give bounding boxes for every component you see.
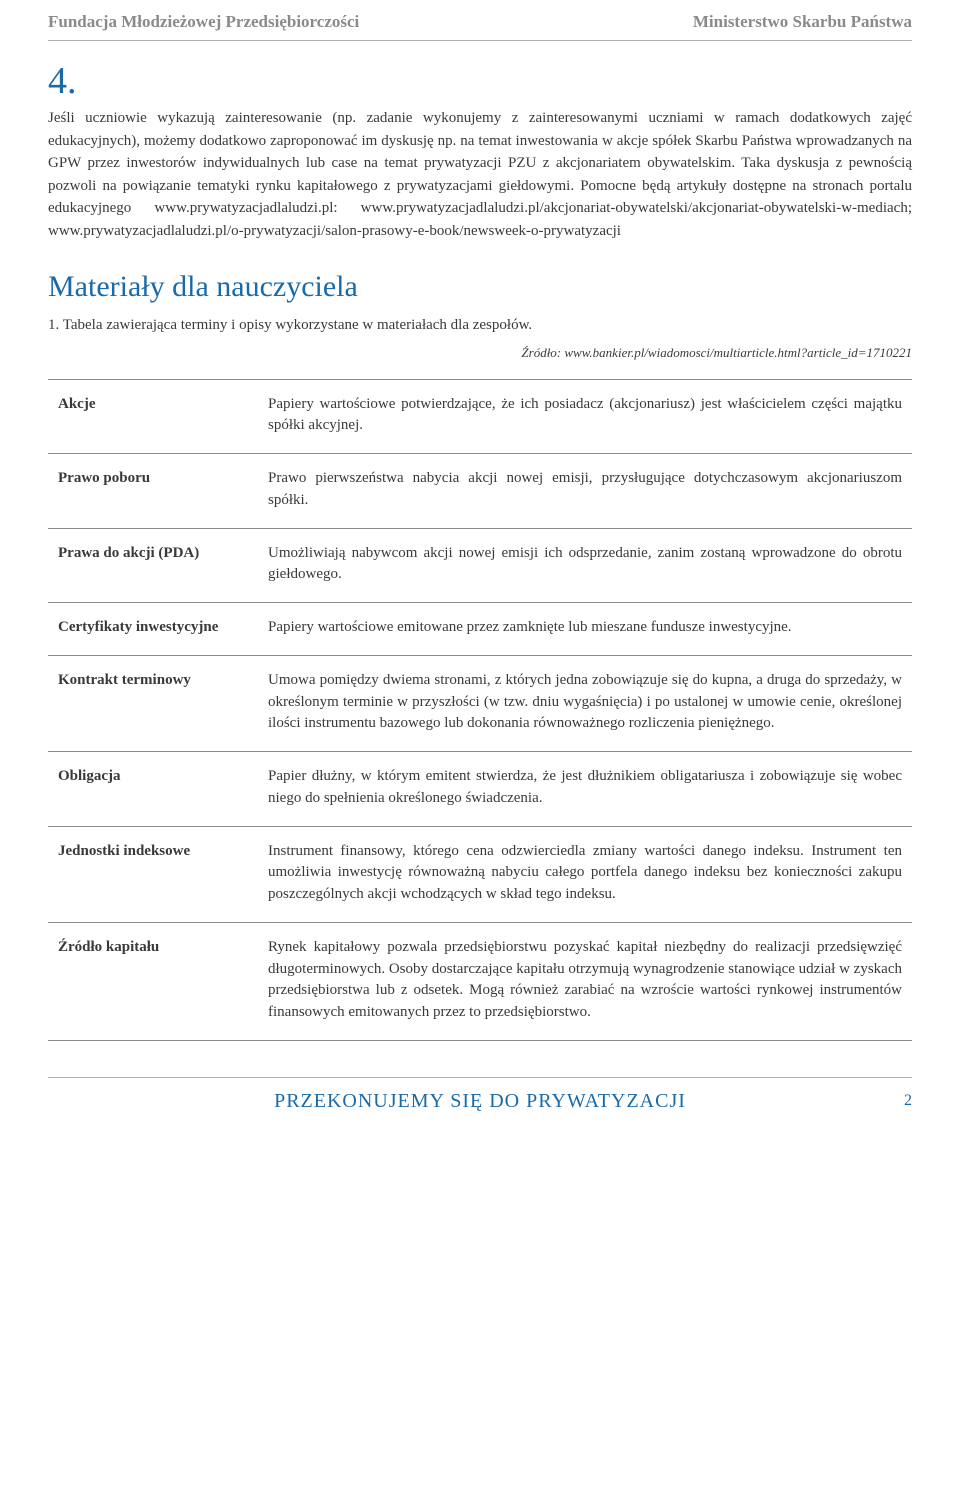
term-cell: Jednostki indeksowe (48, 826, 258, 922)
materials-intro: 1. Tabela zawierająca terminy i opisy wy… (48, 314, 912, 337)
term-cell: Kontrakt terminowy (48, 655, 258, 751)
header-left-org: Fundacja Młodzieżowej Przedsiębiorczości (48, 12, 359, 32)
term-cell: Akcje (48, 379, 258, 454)
table-row: AkcjePapiery wartościowe potwierdzające,… (48, 379, 912, 454)
header-right-org: Ministerstwo Skarbu Państwa (693, 12, 912, 32)
page-footer: PRZEKONUJEMY SIĘ DO PRYWATYZACJI 2 (48, 1077, 912, 1133)
section-paragraph: Jeśli uczniowie wykazują zainteresowanie… (48, 107, 912, 242)
table-row: ObligacjaPapier dłużny, w którym emitent… (48, 752, 912, 827)
section-number: 4. (48, 59, 912, 103)
materials-heading: Materiały dla nauczyciela (48, 270, 912, 304)
term-cell: Obligacja (48, 752, 258, 827)
term-cell: Źródło kapitału (48, 922, 258, 1040)
page-header: Fundacja Młodzieżowej Przedsiębiorczości… (48, 0, 912, 41)
definition-cell: Papier dłużny, w którym emitent stwierdz… (258, 752, 912, 827)
table-row: Prawa do akcji (PDA)Umożliwiają nabywcom… (48, 528, 912, 603)
definition-cell: Umożliwiają nabywcom akcji nowej emisji … (258, 528, 912, 603)
definition-cell: Papiery wartościowe emitowane przez zamk… (258, 603, 912, 656)
definition-cell: Rynek kapitałowy pozwala przedsiębiorstw… (258, 922, 912, 1040)
terms-table: AkcjePapiery wartościowe potwierdzające,… (48, 379, 912, 1041)
table-row: Źródło kapitałuRynek kapitałowy pozwala … (48, 922, 912, 1040)
footer-page-number: 2 (888, 1092, 912, 1110)
table-row: Jednostki indeksoweInstrument finansowy,… (48, 826, 912, 922)
definition-cell: Prawo pierwszeństwa nabycia akcji nowej … (258, 454, 912, 529)
footer-title: PRZEKONUJEMY SIĘ DO PRYWATYZACJI (72, 1090, 888, 1113)
source-line: Źródło: www.bankier.pl/wiadomosci/multia… (48, 345, 912, 361)
term-cell: Certyfikaty inwestycyjne (48, 603, 258, 656)
definition-cell: Papiery wartościowe potwierdzające, że i… (258, 379, 912, 454)
definition-cell: Instrument finansowy, którego cena odzwi… (258, 826, 912, 922)
table-row: Kontrakt terminowyUmowa pomiędzy dwiema … (48, 655, 912, 751)
term-cell: Prawo poboru (48, 454, 258, 529)
table-row: Certyfikaty inwestycyjnePapiery wartości… (48, 603, 912, 656)
definition-cell: Umowa pomiędzy dwiema stronami, z któryc… (258, 655, 912, 751)
table-row: Prawo poboruPrawo pierwszeństwa nabycia … (48, 454, 912, 529)
term-cell: Prawa do akcji (PDA) (48, 528, 258, 603)
